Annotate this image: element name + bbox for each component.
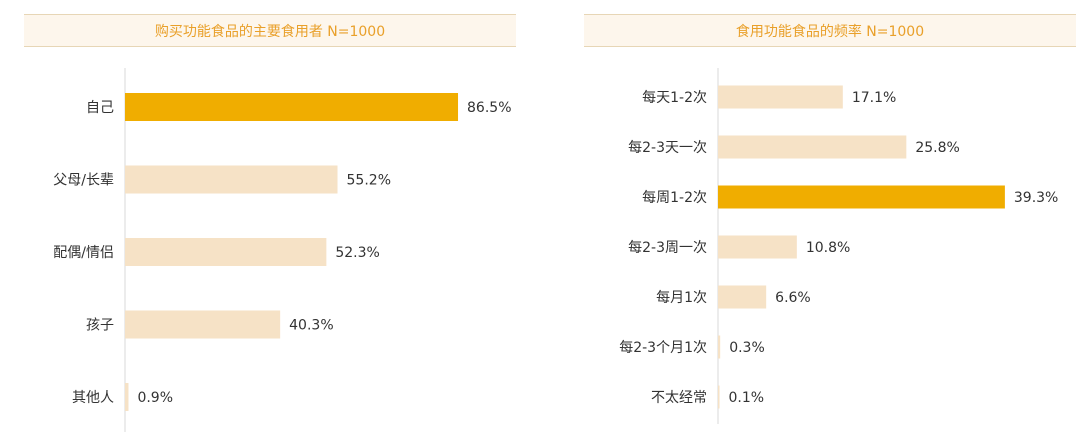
- bar: [718, 285, 767, 309]
- bar: [718, 85, 843, 109]
- value-label: 55.2%: [347, 173, 391, 189]
- value-label: 6.6%: [775, 290, 811, 306]
- value-label: 40.3%: [289, 318, 333, 334]
- value-label: 17.1%: [852, 90, 896, 106]
- bar: [718, 335, 721, 359]
- value-label: 52.3%: [335, 245, 379, 261]
- category-label: 每2-3周一次: [628, 240, 707, 256]
- category-label: 不太经常: [651, 390, 707, 406]
- value-label: 25.8%: [915, 140, 959, 156]
- category-label: 父母/长辈: [53, 173, 114, 189]
- category-label: 每天1-2次: [642, 90, 707, 106]
- bar: [718, 235, 797, 259]
- bar: [125, 93, 459, 121]
- value-label: 0.3%: [729, 340, 765, 356]
- chart-panel-left: 购买功能食品的主要食用者 N=1000 自己 86.5% 父母/长辈 55.2% 配偶/…: [24, 14, 516, 432]
- category-label: 每2-3个月1次: [619, 340, 707, 356]
- category-label: 孩子: [86, 318, 114, 334]
- category-label: 每2-3天一次: [628, 140, 707, 156]
- value-label: 10.8%: [806, 240, 850, 256]
- chart-title: 食用功能食品的频率 N=1000: [584, 14, 1076, 47]
- bar: [718, 135, 907, 159]
- category-label: 自己: [86, 100, 114, 116]
- bar: [125, 238, 327, 266]
- bar: [125, 165, 338, 194]
- value-label: 39.3%: [1014, 190, 1058, 206]
- chart-panel-right: 食用功能食品的频率 N=1000 每天1-2次 17.1% 每2-3天一次 25.8%…: [540, 0, 1080, 432]
- category-label: 其他人: [72, 390, 114, 406]
- bar: [718, 185, 1005, 209]
- category-label: 每月1次: [656, 290, 707, 306]
- bar: [718, 385, 720, 409]
- chart-title: 购买功能食品的主要食用者 N=1000: [24, 14, 516, 47]
- value-label: 86.5%: [467, 100, 511, 116]
- bar-chart-frequency: 每天1-2次 17.1% 每2-3天一次 25.8% 每周1-2次 39.3% 每2-3周一…: [619, 68, 1058, 424]
- bar: [125, 310, 281, 339]
- bar: [125, 383, 129, 411]
- category-label: 每周1-2次: [642, 190, 707, 206]
- value-label: 0.9%: [137, 390, 173, 406]
- value-label: 0.1%: [729, 390, 765, 406]
- bar-chart-consumers: 自己 86.5% 父母/长辈 55.2% 配偶/情侣 52.3% 孩子 40.3% 其他人 0.9…: [53, 68, 512, 432]
- category-label: 配偶/情侣: [53, 245, 114, 261]
